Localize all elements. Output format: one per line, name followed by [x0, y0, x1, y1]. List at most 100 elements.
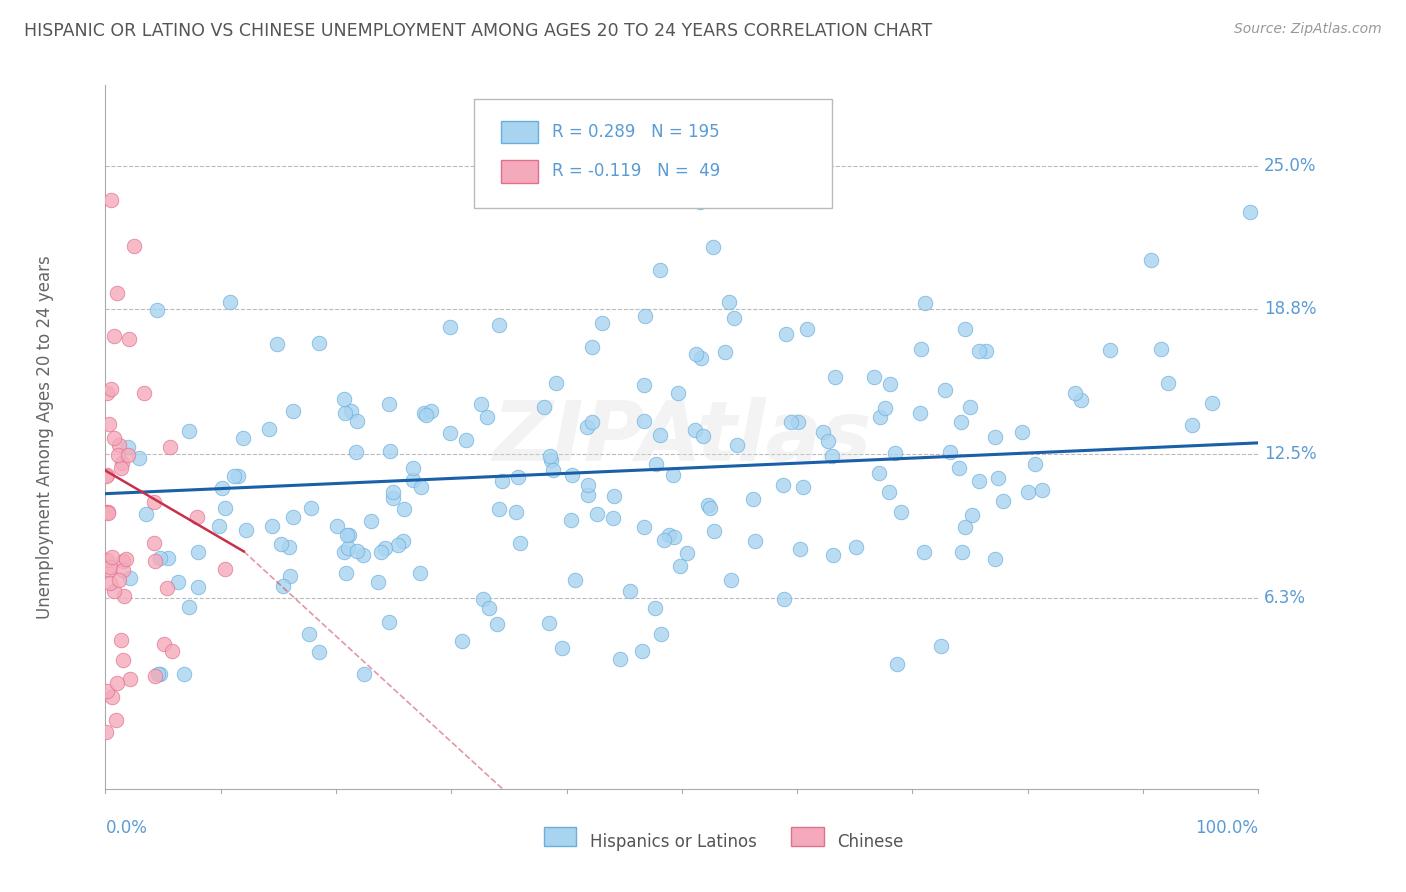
- Point: [381, 491, 404, 506]
- Point: [187, 545, 209, 559]
- Point: [387, 538, 409, 552]
- Point: [564, 574, 586, 588]
- Point: [346, 544, 368, 558]
- Point: [146, 666, 169, 681]
- Point: [333, 406, 356, 420]
- Text: 12.5%: 12.5%: [1264, 445, 1317, 464]
- Point: [658, 528, 681, 542]
- Point: [94, 504, 117, 518]
- Point: [1017, 485, 1039, 500]
- Point: [96, 553, 118, 567]
- Point: [382, 485, 405, 500]
- Point: [149, 666, 172, 681]
- Point: [546, 376, 568, 391]
- Point: [633, 377, 655, 392]
- Point: [1140, 252, 1163, 267]
- Point: [1201, 396, 1223, 410]
- Point: [690, 351, 713, 366]
- Point: [775, 327, 797, 342]
- Point: [591, 316, 613, 330]
- Point: [772, 477, 794, 491]
- Point: [135, 508, 157, 522]
- Point: [411, 480, 433, 494]
- Point: [333, 545, 356, 559]
- Point: [1031, 483, 1053, 497]
- Text: Unemployment Among Ages 20 to 24 years: Unemployment Among Ages 20 to 24 years: [37, 255, 55, 619]
- Point: [952, 545, 974, 559]
- Point: [108, 573, 131, 587]
- Point: [179, 600, 201, 615]
- Point: [491, 475, 513, 489]
- Point: [488, 502, 510, 516]
- Point: [537, 615, 560, 630]
- Point: [333, 392, 356, 406]
- Text: 25.0%: 25.0%: [1264, 157, 1316, 175]
- FancyBboxPatch shape: [792, 828, 824, 846]
- Point: [266, 337, 288, 351]
- Point: [159, 440, 181, 454]
- Point: [156, 582, 179, 596]
- Point: [789, 541, 811, 556]
- Point: [117, 448, 139, 462]
- Point: [149, 551, 172, 566]
- Point: [107, 448, 129, 462]
- Point: [96, 385, 118, 400]
- Point: [648, 263, 671, 277]
- Point: [97, 505, 120, 519]
- Text: HISPANIC OR LATINO VS CHINESE UNEMPLOYMENT AMONG AGES 20 TO 24 YEARS CORRELATION: HISPANIC OR LATINO VS CHINESE UNEMPLOYME…: [24, 22, 932, 40]
- Point: [787, 416, 810, 430]
- Point: [540, 453, 562, 467]
- Text: R = 0.289   N = 195: R = 0.289 N = 195: [551, 123, 720, 141]
- Point: [1070, 392, 1092, 407]
- Point: [281, 404, 304, 418]
- Point: [1156, 376, 1178, 390]
- Point: [110, 632, 132, 647]
- Point: [576, 420, 599, 434]
- Point: [702, 240, 724, 254]
- Point: [560, 513, 582, 527]
- Point: [541, 463, 564, 477]
- Point: [509, 536, 531, 550]
- Point: [344, 445, 367, 459]
- Text: 6.3%: 6.3%: [1264, 589, 1306, 607]
- Point: [211, 481, 233, 495]
- Point: [987, 471, 1010, 485]
- Point: [960, 508, 983, 522]
- Point: [886, 657, 908, 672]
- Point: [166, 575, 188, 590]
- Point: [339, 403, 361, 417]
- Point: [232, 430, 254, 444]
- Point: [346, 414, 368, 428]
- Point: [110, 461, 132, 475]
- Point: [117, 440, 139, 454]
- Point: [505, 505, 527, 519]
- FancyBboxPatch shape: [474, 99, 832, 208]
- Point: [609, 652, 631, 666]
- Point: [454, 433, 477, 447]
- Text: Chinese: Chinese: [838, 833, 904, 851]
- Point: [100, 382, 122, 396]
- Point: [538, 449, 561, 463]
- Point: [103, 432, 125, 446]
- Point: [472, 591, 495, 606]
- Point: [98, 563, 121, 577]
- Point: [439, 319, 461, 334]
- Point: [94, 469, 117, 483]
- Point: [374, 541, 396, 556]
- Point: [692, 428, 714, 442]
- Point: [879, 376, 901, 391]
- Point: [103, 329, 125, 343]
- Point: [488, 318, 510, 333]
- Point: [820, 449, 842, 463]
- Point: [173, 666, 195, 681]
- Point: [884, 446, 907, 460]
- Point: [408, 566, 430, 580]
- Point: [271, 579, 294, 593]
- Point: [910, 343, 932, 357]
- Point: [378, 615, 401, 629]
- Point: [845, 540, 868, 554]
- Point: [97, 506, 120, 520]
- Point: [107, 675, 129, 690]
- Point: [991, 494, 1014, 508]
- Point: [644, 600, 666, 615]
